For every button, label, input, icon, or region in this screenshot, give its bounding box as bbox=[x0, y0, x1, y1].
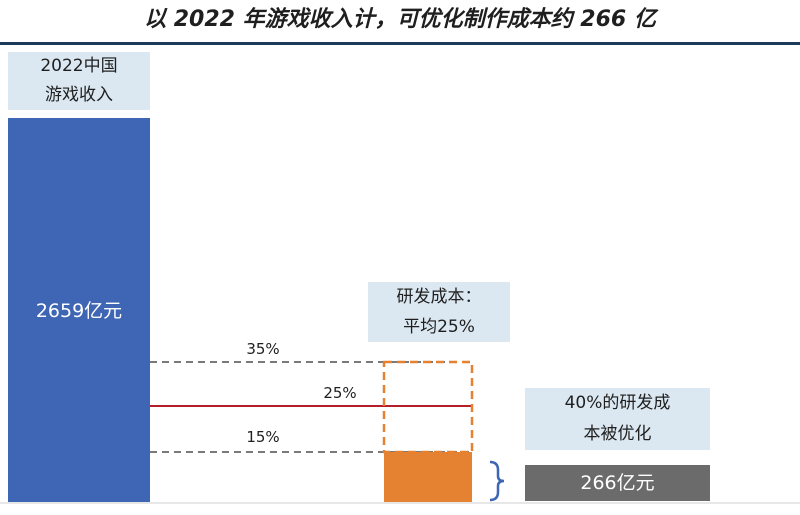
rd-cost-label-box: 研发成本： 平均25% bbox=[368, 282, 510, 342]
saving-bar bbox=[525, 465, 710, 501]
revenue-label-box: 2022中国 游戏收入 bbox=[8, 52, 150, 110]
revenue-value-label: 2659亿元 bbox=[35, 300, 123, 322]
high-share-label: 35% bbox=[246, 340, 279, 358]
saving-value-label: 266亿元 bbox=[580, 472, 655, 494]
low-share-label: 15% bbox=[246, 428, 279, 446]
rd-cost-label-line-2: 平均25% bbox=[403, 317, 475, 337]
optimized-label-box: 40%的研发成 本被优化 bbox=[525, 388, 710, 450]
optimized-label-line-2: 本被优化 bbox=[583, 424, 652, 444]
rd-cost-label-line-1: 研发成本： bbox=[396, 287, 482, 307]
revenue-bar bbox=[8, 118, 150, 502]
revenue-label-line-2: 游戏收入 bbox=[45, 85, 113, 105]
avg-share-label: 25% bbox=[323, 384, 356, 402]
optimized-label-line-1: 40%的研发成 bbox=[564, 393, 671, 413]
rd-cost-bar bbox=[384, 452, 472, 502]
revenue-label-line-1: 2022中国 bbox=[40, 56, 118, 76]
title-underline bbox=[0, 42, 800, 45]
chart-title: 以 2022 年游戏收入计，可优化制作成本约 266 亿 bbox=[144, 7, 656, 32]
brace-icon bbox=[489, 460, 505, 502]
